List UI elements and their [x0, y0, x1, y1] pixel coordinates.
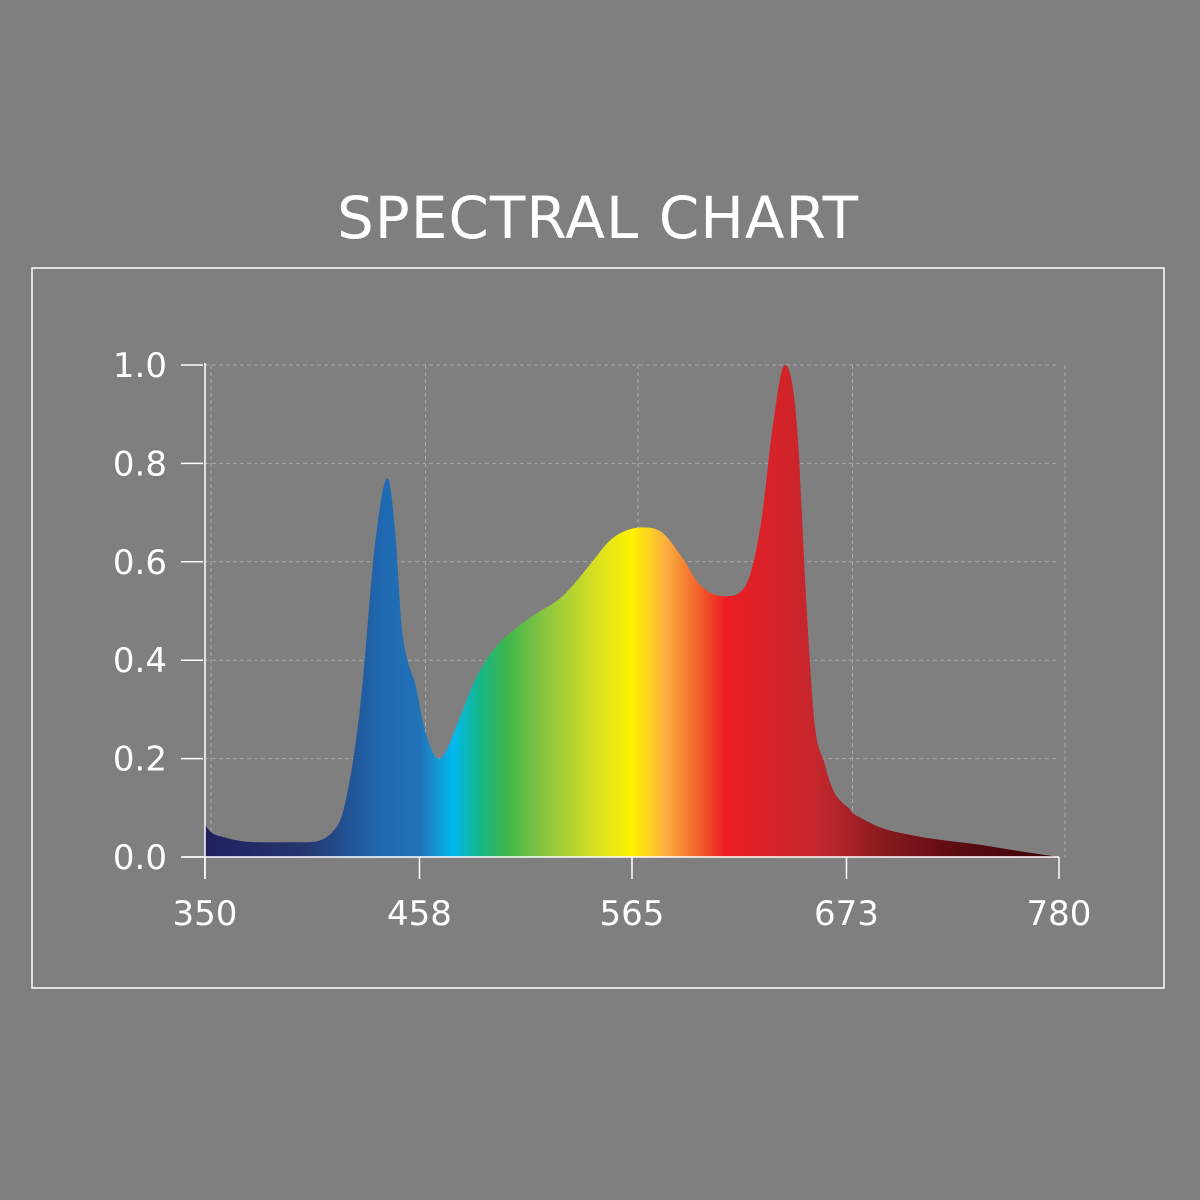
y-tick-label-2: 0.4 — [113, 641, 167, 681]
x-axis-ticks: 350 458 565 673 780 — [173, 857, 1092, 934]
y-tick-label-4: 0.8 — [113, 444, 167, 484]
y-axis-ticks: 0.0 0.2 0.4 0.6 0.8 1.0 — [113, 346, 203, 878]
x-tick-label-2: 565 — [600, 894, 665, 934]
y-tick-label-5: 1.0 — [113, 346, 167, 386]
y-tick-label-0: 0.0 — [113, 838, 167, 878]
chart-title: SPECTRAL CHART — [337, 184, 859, 252]
spectrum-area — [205, 365, 1059, 857]
axes — [183, 363, 1059, 879]
y-tick-label-3: 0.6 — [113, 543, 167, 583]
x-tick-label-3: 673 — [814, 894, 879, 934]
chart-frame — [31, 267, 1165, 989]
y-tick-label-1: 0.2 — [113, 740, 167, 780]
x-tick-label-1: 458 — [387, 894, 452, 934]
x-tick-label-0: 350 — [173, 894, 238, 934]
x-tick-label-4: 780 — [1027, 894, 1092, 934]
